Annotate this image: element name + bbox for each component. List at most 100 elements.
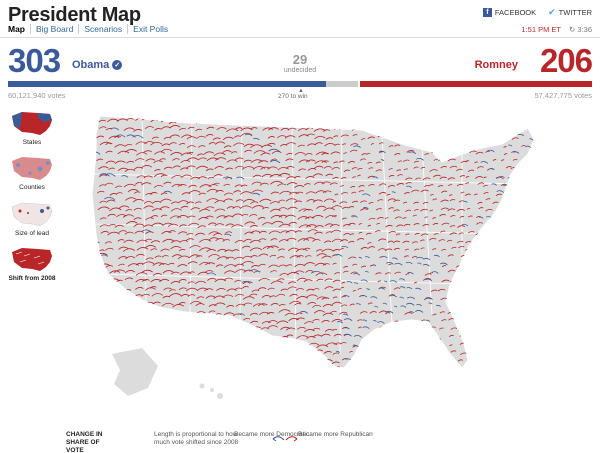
dem-shift-arrow [116,134,126,138]
rep-shift-arrow [332,177,339,180]
rep-shift-arrow [403,128,412,132]
rep-shift-arrow [177,215,189,219]
rep-shift-arrow [278,303,286,307]
rep-shift-arrow [222,239,231,242]
rep-shift-arrow [106,118,119,123]
rep-shift-arrow [388,294,396,297]
rep-shift-arrow [501,328,507,331]
rep-shift-arrow [483,192,489,195]
rep-shift-arrow [423,128,433,132]
rep-shift-arrow [509,263,518,266]
rep-shift-arrow [144,141,155,145]
rep-shift-arrow [241,166,255,170]
rep-shift-arrow [177,264,188,268]
rep-shift-arrow [277,135,287,139]
dem-shift-arrow [406,185,412,189]
view-shift-from-2008[interactable]: Shift from 2008 [6,244,58,282]
rep-shift-arrow [197,153,204,157]
shift-map[interactable] [62,104,596,422]
rep-shift-arrow [251,289,260,293]
dem-shift-arrow [378,150,386,154]
dem-shift-arrow [406,345,413,348]
rep-shift-arrow [322,369,332,372]
rep-shift-arrow [150,248,158,251]
rep-shift-arrow [404,248,409,251]
rep-shift-arrow [261,295,271,299]
rep-shift-arrow [484,265,491,269]
rep-shift-arrow [324,240,332,244]
rep-shift-arrow [277,256,285,259]
rep-shift-arrow [250,144,263,149]
view-states[interactable]: States [6,108,58,146]
rep-shift-arrow [205,134,214,137]
view-size-of-lead[interactable]: Size of lead [6,199,58,237]
rep-shift-arrow [144,238,152,242]
refresh-countdown[interactable]: ↻ 3:36 [569,25,592,34]
rep-shift-arrow [368,337,377,340]
rep-shift-arrow [105,160,116,164]
rep-shift-arrow [429,237,437,241]
facebook-share-button[interactable]: f FACEBOOK [482,7,536,18]
rep-shift-arrow [343,270,349,273]
tab-exit-polls[interactable]: Exit Polls [127,24,173,34]
rep-shift-arrow [199,239,212,243]
rep-shift-arrow [476,166,484,169]
view-counties[interactable]: Counties [6,153,58,191]
rep-shift-arrow [465,266,469,269]
rep-shift-arrow [350,143,359,146]
dem-shift-arrow [373,320,377,322]
rep-shift-arrow [404,136,409,139]
rep-shift-arrow [151,344,160,347]
rep-shift-arrow [487,303,496,307]
legend-arrows-icon [272,436,298,442]
rep-shift-arrow [270,158,278,162]
dem-shift-arrow [406,287,413,290]
rep-shift-arrow [388,175,395,178]
undecided-label: undecided [283,67,317,74]
tab-map[interactable]: Map [8,24,25,34]
rep-shift-arrow [449,232,458,236]
rep-shift-arrow [189,312,200,317]
rep-shift-arrow [233,256,244,260]
rep-shift-arrow [339,311,348,315]
rep-shift-arrow [478,207,484,210]
rep-shift-arrow [477,182,484,185]
rep-shift-arrow [170,281,181,285]
dem-shift-arrow [362,319,368,322]
rep-shift-arrow [332,279,341,283]
tab-big-board[interactable]: Big Board [30,24,78,34]
dem-shift-arrow [428,302,433,305]
rep-shift-arrow [411,256,418,259]
rep-shift-arrow [105,150,113,154]
rep-shift-arrow [325,215,337,219]
dem-shift-arrow [516,167,523,170]
rep-shift-arrow [241,333,253,338]
twitter-share-button[interactable]: ✔ TWITTER [548,7,592,18]
rep-shift-arrow [474,176,484,179]
rep-shift-arrow [270,191,279,195]
rep-shift-arrow [530,178,534,181]
rep-shift-arrow [331,167,340,170]
rep-shift-arrow [473,193,478,196]
rep-shift-arrow [170,246,182,250]
dem-shift-arrow [224,233,232,237]
rep-shift-arrow [510,167,515,170]
rep-shift-arrow [430,366,439,368]
rep-shift-arrow [186,136,197,140]
rep-shift-arrow [510,257,519,260]
rep-shift-arrow [196,165,209,170]
dem-shift-arrow [524,224,531,227]
tab-scenarios[interactable]: Scenarios [78,24,127,34]
rep-shift-arrow [457,225,466,228]
rep-shift-arrow [134,230,144,234]
rep-shift-arrow [113,337,125,341]
rep-shift-arrow [257,238,267,242]
rep-shift-arrow [394,216,402,220]
rep-shift-arrow [118,230,127,234]
dem-shift-arrow [509,207,515,210]
rep-shift-arrow [285,158,294,162]
dem-shift-arrow [224,319,236,324]
rep-shift-arrow [468,327,475,330]
rep-shift-arrow [198,192,206,196]
rep-shift-arrow [366,152,371,155]
